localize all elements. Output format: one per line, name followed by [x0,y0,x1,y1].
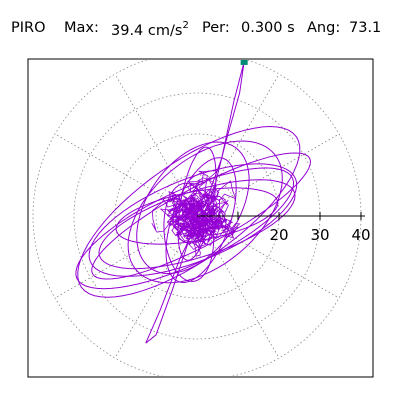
station-code: PIRO [11,20,46,36]
orbit-loop-3 [98,179,296,270]
angle-value: 73.1 [349,20,382,36]
plot-frame [27,58,374,378]
grid-spoke-300 [196,215,280,359]
orbit-loop-6 [115,187,279,245]
grid-spoke-210 [54,215,198,299]
peak-marker [240,60,248,65]
grid-spoke-150 [54,133,198,217]
chart-header: PIRO Max: 39.4 cm/s2 Per: 0.300 s Ang: 7… [0,14,400,39]
grid-spoke-240 [114,215,198,359]
max-value-exponent: 2 [182,20,189,31]
period-label: Per: [202,20,230,36]
orbit-loop-5 [75,167,295,290]
grid-spoke-330 [196,215,340,299]
radial-tick-label-20: 20 [269,226,288,244]
orbit-tail-excursion [145,223,198,344]
max-value: 39.4 cm/s2 [111,20,189,39]
radial-tick-label-30: 30 [310,226,329,244]
orbit-trace [75,60,312,344]
max-label: Max: [64,20,99,36]
orbit-loop-7 [136,141,250,275]
orbit-loop-0 [88,163,298,277]
orbit-loop-10 [177,146,217,261]
radial-tick-label-40: 40 [351,226,370,244]
grid-spoke-120 [114,73,198,217]
period-value: 0.300 s [241,20,295,36]
orbit-loop-2 [77,125,301,298]
polar-axes: 20 30 40 [197,212,371,244]
grid-spoke-60 [196,73,280,217]
angle-label: Ang: [307,20,341,36]
max-value-text: 39.4 cm/s [111,23,183,39]
orbit-peak-excursion [200,61,245,213]
grid-spoke-30 [196,133,340,217]
orbit-core-tangle [151,170,241,257]
